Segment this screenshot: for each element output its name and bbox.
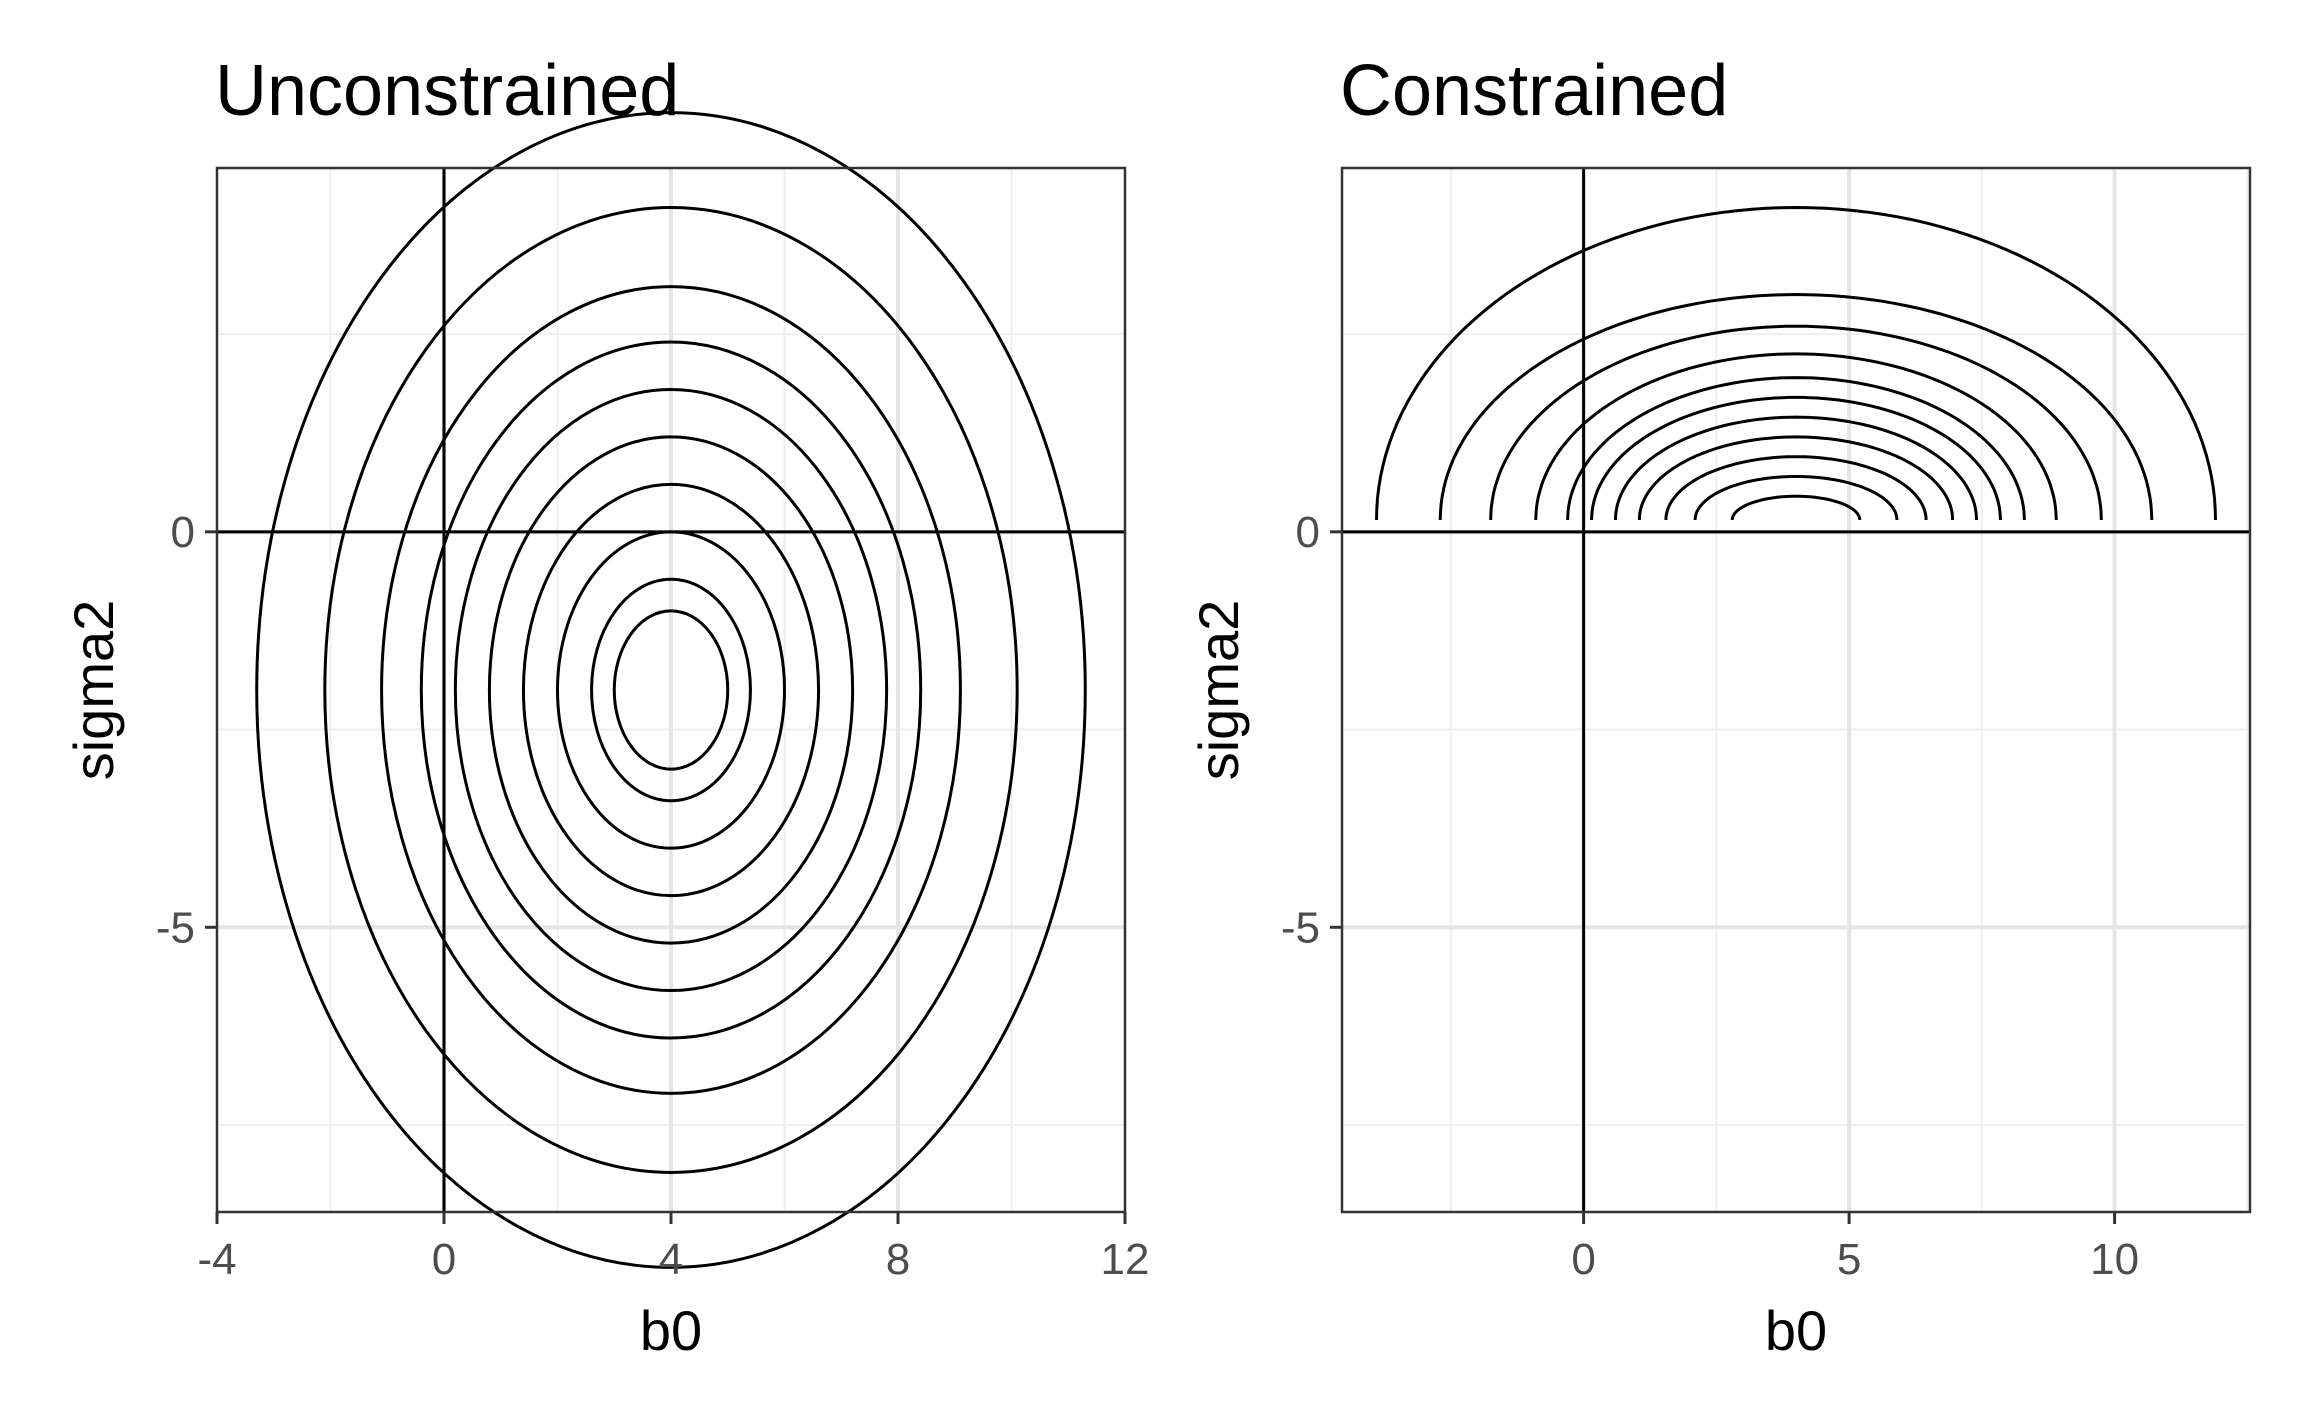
- y-tick-label: -5: [156, 903, 195, 952]
- contours: [1375, 205, 2217, 521]
- contour-line-1: [1730, 494, 1862, 520]
- x-tick-label: 0: [432, 1235, 456, 1284]
- panel-border: [1340, 166, 2252, 1214]
- contour-line-6: [1590, 395, 2002, 521]
- x-axis-title: b0: [640, 1299, 702, 1362]
- grid: [1342, 168, 2250, 1212]
- y-axis-title: sigma2: [1187, 600, 1250, 781]
- x-tick-label: 0: [1571, 1235, 1595, 1284]
- contour-line-7: [419, 340, 923, 1040]
- y-tick-label: 0: [1296, 508, 1320, 557]
- contour-line-11: [1375, 205, 2217, 521]
- axis-ticks: -4 0 4 8 12 -5 0: [156, 508, 1150, 1284]
- contour-line-2: [1693, 475, 1899, 521]
- contour-line-7: [1566, 376, 2026, 521]
- y-tick-label: -5: [1281, 903, 1320, 952]
- x-tick-label: 5: [1837, 1235, 1861, 1284]
- x-tick-label: -4: [197, 1235, 236, 1284]
- panel-constrained: Constrained 0 5 10 -5 0 b0 sigma2: [1187, 51, 2252, 1362]
- contour-line-10: [255, 111, 1087, 1269]
- panel-unconstrained: Unconstrained -4 0 4 8 12 -5 0 b0 sigma2: [62, 51, 1149, 1362]
- x-tick-label: 12: [1101, 1235, 1150, 1284]
- panel-title: Unconstrained: [215, 51, 679, 131]
- contour-line-3: [1664, 455, 1928, 521]
- reference-lines: [1342, 168, 2250, 1212]
- contour-line-2: [590, 577, 752, 803]
- contour-line-8: [1534, 352, 2058, 521]
- contour-line-10: [1438, 292, 2154, 521]
- x-tick-label: 4: [659, 1235, 683, 1284]
- y-axis-title: sigma2: [62, 600, 125, 781]
- contour-line-9: [323, 206, 1019, 1174]
- contour-line-4: [1637, 435, 1955, 521]
- contour-line-8: [380, 285, 962, 1095]
- contour-line-5: [1614, 415, 1978, 521]
- y-tick-label: 0: [171, 508, 195, 557]
- x-tick-label: 8: [886, 1235, 910, 1284]
- axis-ticks: 0 5 10 -5 0: [1281, 508, 2139, 1284]
- contours: [255, 111, 1087, 1269]
- contour-line-3: [556, 530, 786, 850]
- x-tick-label: 10: [2090, 1235, 2139, 1284]
- contour-line-5: [487, 435, 855, 945]
- x-axis-title: b0: [1765, 1299, 1827, 1362]
- panel-title: Constrained: [1340, 51, 1728, 131]
- contour-line-9: [1489, 324, 2103, 521]
- contour-line-4: [521, 482, 821, 898]
- contour-line-6: [453, 387, 889, 993]
- contour-line-1: [612, 609, 730, 771]
- grid: [217, 168, 1125, 1212]
